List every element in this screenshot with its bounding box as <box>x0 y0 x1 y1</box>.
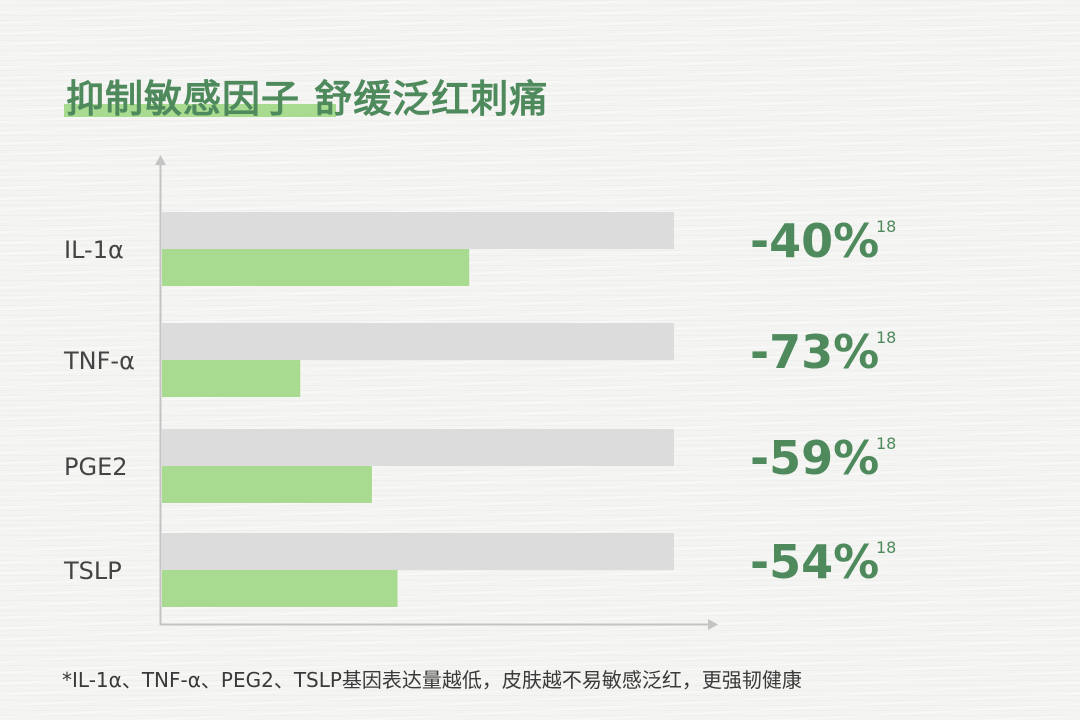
x-axis-arrow <box>708 619 718 630</box>
category-label-3: TSLP <box>63 557 122 585</box>
y-axis-arrow <box>155 155 166 165</box>
category-label-0: IL-1α <box>64 236 124 264</box>
category-label-2: PGE2 <box>64 453 128 481</box>
bar-treated-3 <box>162 570 398 607</box>
value-label-0: -40% <box>750 214 879 268</box>
value-label-1: -73% <box>750 325 879 379</box>
bar-baseline-1 <box>162 323 674 360</box>
bar-treated-1 <box>162 360 301 397</box>
bar-treated-2 <box>162 466 372 503</box>
value-label-2: -59% <box>750 431 879 485</box>
value-superscript-0: 18 <box>876 217 896 236</box>
bar-treated-0 <box>162 249 470 286</box>
title-block: 抑制敏感因子 舒缓泛红刺痛 <box>64 64 684 121</box>
category-label-1: TNF-α <box>63 347 135 375</box>
bar-baseline-2 <box>162 429 674 466</box>
footnote: *IL-1α、TNF-α、PEG2、TSLP基因表达量越低，皮肤越不易敏感泛红，… <box>62 668 802 692</box>
value-superscript-2: 18 <box>876 434 896 453</box>
bar-baseline-3 <box>162 533 674 570</box>
value-superscript-3: 18 <box>876 538 896 557</box>
value-label-3: -54% <box>750 535 879 589</box>
page-title: 抑制敏感因子 舒缓泛红刺痛 <box>66 77 549 121</box>
bar-baseline-0 <box>162 212 674 249</box>
title-highlight <box>64 104 336 117</box>
value-superscript-1: 18 <box>876 328 896 347</box>
